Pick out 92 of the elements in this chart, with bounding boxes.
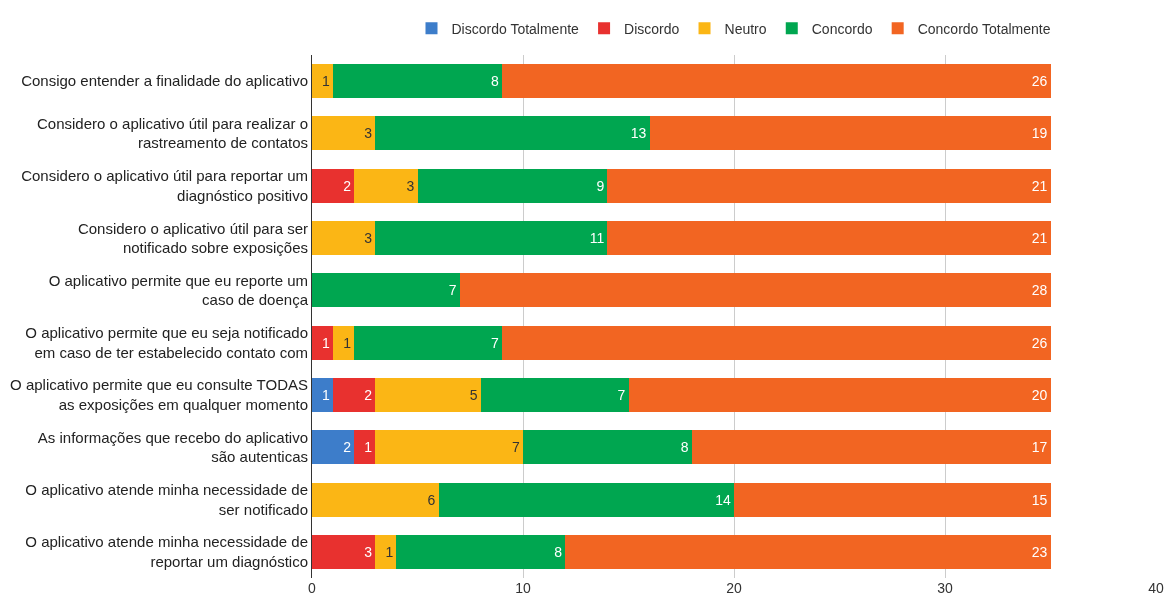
bar	[312, 273, 460, 308]
y-tick-label: O aplicativo permite que eu consulte TODAS as exposições em qualquer momento	[10, 376, 308, 413]
bar	[691, 430, 1051, 465]
data-label: 1	[322, 73, 331, 90]
bar	[354, 168, 418, 203]
bar	[312, 325, 334, 360]
legend-label: Discordo Totalmente	[451, 20, 580, 37]
bar	[312, 64, 334, 99]
data-label: 8	[490, 73, 499, 90]
bar	[312, 482, 439, 517]
data-label: 1	[343, 334, 352, 351]
x-tick-label: 20	[726, 580, 742, 596]
data-label: 15	[1031, 491, 1048, 508]
data-label: 3	[364, 230, 373, 247]
y-tick-label: Considero o aplicativo útil para realizar o rastreamento de contatos	[37, 114, 308, 152]
bar	[734, 482, 1051, 517]
data-label: 3	[406, 177, 415, 194]
bar	[649, 116, 1051, 151]
data-label: 23	[1031, 543, 1048, 560]
legend-label: Neutro	[724, 20, 767, 37]
x-tick-label: 0	[308, 580, 317, 596]
bar	[501, 325, 1051, 360]
data-label: 7	[617, 386, 626, 403]
data-label: 1	[364, 439, 373, 456]
data-label: 7	[512, 439, 520, 456]
y-tick-label: Consigo entender a finalidade do aplicativo	[21, 72, 308, 90]
bar	[375, 116, 650, 151]
bar	[312, 116, 376, 151]
bar	[312, 430, 355, 465]
data-label: 2	[343, 177, 352, 194]
bar	[565, 534, 1051, 569]
bar	[333, 377, 376, 412]
y-tick-label: As informações que recebo do aplicativo são autenticas	[37, 428, 308, 466]
x-tick-label: 30	[937, 580, 953, 596]
bar	[607, 168, 1051, 203]
bar	[501, 64, 1051, 99]
bar	[333, 325, 355, 360]
legend-label: Concordo	[811, 20, 873, 37]
bar	[607, 221, 1051, 256]
legend-label: Discordo	[624, 20, 680, 37]
data-label: 21	[1031, 177, 1048, 194]
bar	[523, 430, 692, 465]
data-label: 7	[448, 282, 457, 299]
data-label: 5	[469, 386, 478, 403]
legend-label: Concordo Totalmente	[917, 20, 1051, 37]
bar	[354, 325, 502, 360]
data-label: 26	[1031, 334, 1048, 351]
bar	[375, 534, 397, 569]
y-tick-label: O aplicativo atende minha necessidade de reportar um diagnóstico	[25, 533, 308, 570]
x-tick-label: 40	[1148, 580, 1164, 596]
y-tick-label: O aplicativo permite que eu seja notificado em caso de ter estabelecido contato com	[25, 324, 308, 361]
bar	[628, 377, 1051, 412]
y-tick-label: O aplicativo atende minha necessidade de ser notificado	[25, 481, 308, 518]
bar	[417, 168, 608, 203]
bar	[312, 534, 376, 569]
data-label: 1	[322, 386, 331, 403]
data-label: 11	[589, 230, 605, 247]
data-label: 9	[596, 177, 605, 194]
data-label: 28	[1031, 282, 1048, 299]
bar	[375, 430, 523, 465]
data-label: 6	[427, 491, 436, 508]
data-label: 8	[680, 439, 689, 456]
bar	[438, 482, 734, 517]
x-tick-label: 10	[515, 580, 531, 596]
data-label: 8	[554, 543, 563, 560]
bar	[312, 377, 334, 412]
data-label: 20	[1031, 386, 1048, 403]
data-label: 21	[1031, 230, 1048, 247]
y-tick-label: O aplicativo permite que eu reporte um caso de doença	[48, 271, 309, 309]
data-label: 3	[364, 543, 373, 560]
data-label: 3	[364, 125, 373, 142]
bar	[375, 221, 608, 256]
bar	[480, 377, 629, 412]
bar	[396, 534, 566, 569]
data-label: 7	[490, 334, 499, 351]
bar	[375, 377, 481, 412]
data-label: 14	[715, 491, 731, 508]
data-label: 2	[364, 386, 373, 403]
data-label: 26	[1031, 73, 1048, 90]
data-label: 1	[322, 334, 331, 351]
data-label: 19	[1031, 125, 1048, 142]
bar	[459, 273, 1051, 308]
data-label: 1	[385, 543, 394, 560]
data-label: 2	[343, 439, 352, 456]
bar	[333, 64, 502, 99]
y-tick-label: Considero o aplicativo útil para ser notificado sobre exposições	[77, 219, 308, 257]
data-label: 13	[630, 125, 647, 142]
bar	[312, 221, 376, 256]
bar	[354, 430, 376, 465]
bar	[312, 168, 355, 203]
data-label: 17	[1031, 439, 1048, 456]
y-tick-label: Considero o aplicativo útil para reportar um diagnóstico positivo	[21, 167, 308, 204]
